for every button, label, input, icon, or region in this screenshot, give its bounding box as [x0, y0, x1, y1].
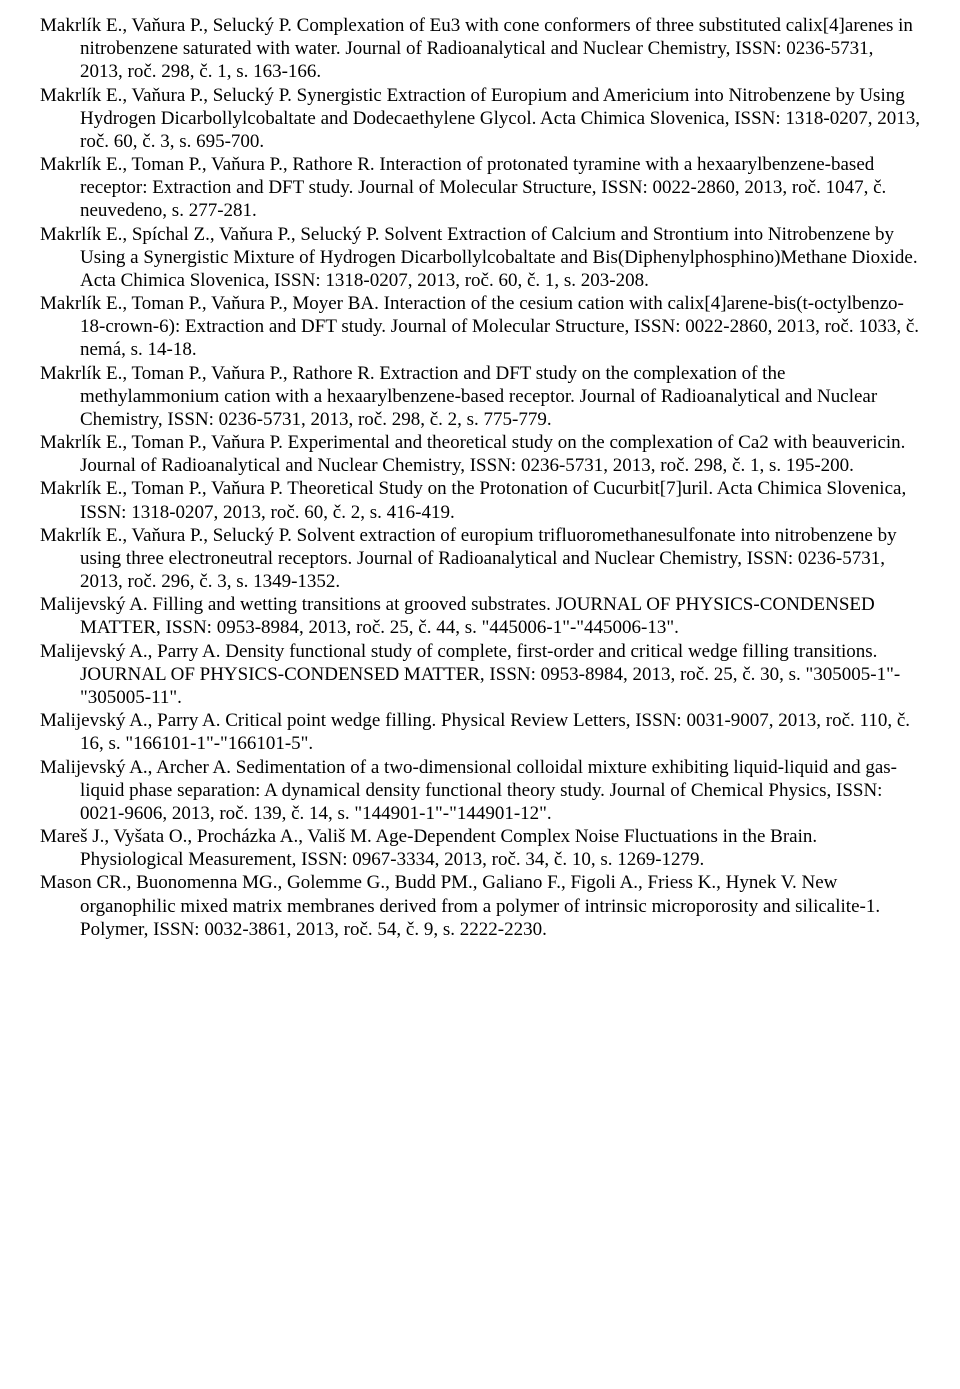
bibliography-entry: Mareš J., Vyšata O., Procházka A., Vališ…: [40, 825, 920, 871]
entry-text: Malijevský A. Filling and wetting transi…: [40, 594, 875, 638]
bibliography-list: Makrlík E., Vaňura P., Selucký P. Comple…: [40, 14, 920, 941]
entry-text: Mason CR., Buonomenna MG., Golemme G., B…: [40, 872, 880, 939]
entry-text: Malijevský A., Archer A. Sedimentation o…: [40, 757, 897, 824]
bibliography-entry: Makrlík E., Spíchal Z., Vaňura P., Seluc…: [40, 223, 920, 293]
bibliography-entry: Mason CR., Buonomenna MG., Golemme G., B…: [40, 871, 920, 941]
entry-text: Makrlík E., Toman P., Vaňura P., Moyer B…: [40, 293, 919, 360]
bibliography-entry: Malijevský A. Filling and wetting transi…: [40, 593, 920, 639]
entry-text: Makrlík E., Toman P., Vaňura P. Experime…: [40, 432, 905, 476]
entry-text: Makrlík E., Toman P., Vaňura P., Rathore…: [40, 154, 886, 221]
bibliography-entry: Makrlík E., Vaňura P., Selucký P. Comple…: [40, 14, 920, 84]
entry-text: Malijevský A., Parry A. Density function…: [40, 641, 900, 708]
entry-text: Makrlík E., Vaňura P., Selucký P. Synerg…: [40, 85, 920, 152]
bibliography-entry: Makrlík E., Toman P., Vaňura P., Rathore…: [40, 362, 920, 432]
bibliography-entry: Makrlík E., Toman P., Vaňura P., Rathore…: [40, 153, 920, 223]
bibliography-entry: Malijevský A., Parry A. Critical point w…: [40, 709, 920, 755]
entry-text: Makrlík E., Vaňura P., Selucký P. Comple…: [40, 15, 913, 82]
bibliography-entry: Makrlík E., Toman P., Vaňura P. Experime…: [40, 431, 920, 477]
bibliography-entry: Malijevský A., Archer A. Sedimentation o…: [40, 756, 920, 826]
bibliography-entry: Malijevský A., Parry A. Density function…: [40, 640, 920, 710]
entry-text: Mareš J., Vyšata O., Procházka A., Vališ…: [40, 826, 817, 870]
bibliography-entry: Makrlík E., Toman P., Vaňura P. Theoreti…: [40, 477, 920, 523]
bibliography-entry: Makrlík E., Toman P., Vaňura P., Moyer B…: [40, 292, 920, 362]
entry-text: Makrlík E., Spíchal Z., Vaňura P., Seluc…: [40, 224, 918, 291]
entry-text: Makrlík E., Toman P., Vaňura P. Theoreti…: [40, 478, 906, 522]
entry-text: Makrlík E., Vaňura P., Selucký P. Solven…: [40, 525, 897, 592]
entry-text: Malijevský A., Parry A. Critical point w…: [40, 710, 910, 754]
entry-text: Makrlík E., Toman P., Vaňura P., Rathore…: [40, 363, 877, 430]
bibliography-entry: Makrlík E., Vaňura P., Selucký P. Synerg…: [40, 84, 920, 154]
bibliography-entry: Makrlík E., Vaňura P., Selucký P. Solven…: [40, 524, 920, 594]
